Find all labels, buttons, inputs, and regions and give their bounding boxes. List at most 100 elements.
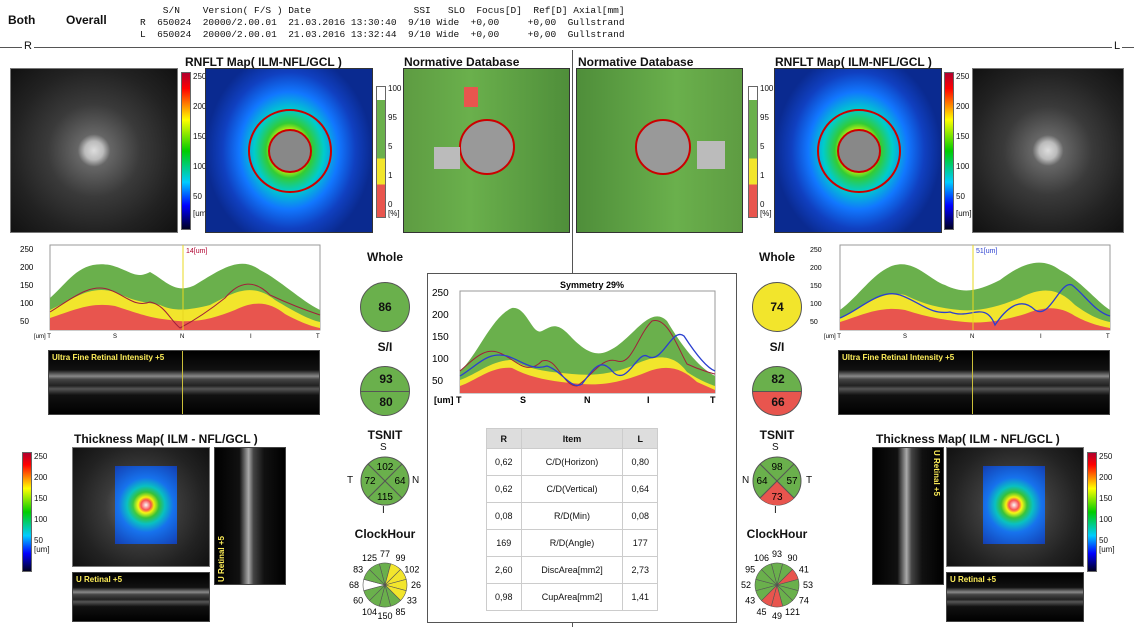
svg-text:T: T <box>710 395 716 405</box>
right-clock-label: ClockHour <box>354 527 416 541</box>
left-si-label: S/I <box>769 340 785 354</box>
right-rnflt-title: RNFLT Map( ILM-NFL/GCL ) <box>185 55 342 69</box>
clock-sector-label: 99 <box>395 553 405 563</box>
right-tsnit-inferior: 115 <box>377 492 393 503</box>
right-thick-map[interactable] <box>72 447 210 567</box>
right-vscan[interactable]: U Retinal +5 <box>214 447 286 585</box>
right-marker: R <box>22 40 34 52</box>
header-columns: S/N Version( F/S ) Date SSI SLO Focus[D]… <box>140 5 625 16</box>
right-fundus-image[interactable] <box>10 68 178 233</box>
svg-text:T: T <box>316 334 320 340</box>
clock-sector-label: 77 <box>380 549 390 559</box>
left-rnflt-colorbar-ticks: 250 200 150 100 50 [um] <box>956 72 972 218</box>
table-row: 2,60 DiscArea[mm2] 2,73 <box>486 556 658 584</box>
right-tsnit-N: N <box>412 475 420 486</box>
svg-text:S: S <box>903 334 907 340</box>
left-vscan[interactable]: U Retinal +5 <box>872 447 944 585</box>
clock-sector-label: 33 <box>407 596 417 606</box>
left-norm-ticks: 100 95 5 1 0 [%] <box>760 84 774 218</box>
clock-sector-label: 60 <box>353 596 363 606</box>
right-rnflt-map[interactable] <box>205 68 373 233</box>
left-si-inferior: 66 <box>771 395 785 409</box>
left-whole-value: 74 <box>770 300 784 314</box>
clock-sector <box>369 563 386 587</box>
right-si-inferior: 80 <box>379 395 393 409</box>
table-row: 0,62 C/D(Horizon) 0,80 <box>486 448 658 476</box>
left-marker: L <box>1112 40 1123 52</box>
left-vscan-label: U Retinal +5 <box>932 450 941 497</box>
table-row: 0,62 C/D(Vertical) 0,64 <box>486 475 658 503</box>
measurement-table: R Item L 0,62 C/D(Horizon) 0,80 0,62 C/D(Vert… <box>486 428 658 611</box>
left-tsnit-circle: 98 64 57 73 <box>752 456 802 506</box>
left-thick-ticks: 250 200 150 100 50 [um] <box>1099 452 1115 554</box>
clock-sector-label: 49 <box>772 611 782 621</box>
clock-sector-label: 125 <box>362 553 377 563</box>
right-vscan-label: U Retinal +5 <box>217 535 226 582</box>
table-header-row: R Item L <box>486 428 658 449</box>
svg-text:50: 50 <box>432 376 444 387</box>
svg-text:N: N <box>180 334 184 340</box>
svg-text:150: 150 <box>432 332 449 343</box>
left-bscan[interactable]: Ultra Fine Retinal Intensity +5 <box>838 350 1110 415</box>
svg-text:200: 200 <box>810 265 822 272</box>
right-tsnit-S: S <box>380 442 387 453</box>
clock-sector-label: 104 <box>362 607 377 617</box>
left-profile-chart: 250 200 150 100 50 51[um] [um] T S N I T <box>810 244 1111 340</box>
svg-text:100: 100 <box>432 354 449 365</box>
clock-sector-label: 83 <box>353 565 363 575</box>
left-fundus-image[interactable] <box>972 68 1124 233</box>
left-thick-map[interactable] <box>946 447 1084 567</box>
svg-text:100: 100 <box>810 301 822 308</box>
header-row-left: L 650024 20000/2.00.01 21.03.2016 13:32:… <box>140 29 625 40</box>
right-hscan-label: U Retinal +5 <box>76 575 123 584</box>
left-rnflt-map[interactable] <box>774 68 942 233</box>
svg-text:I: I <box>250 334 252 340</box>
left-tsnit-N: N <box>742 475 750 486</box>
left-tsnit-inferior: 73 <box>771 492 783 503</box>
right-tsnit-temporal: 72 <box>364 476 376 487</box>
left-bscan-label: Ultra Fine Retinal Intensity +5 <box>842 353 955 362</box>
left-norm-map[interactable] <box>576 68 743 233</box>
left-clock-label: ClockHour <box>746 527 808 541</box>
left-tsnit-temporal: 57 <box>786 476 798 487</box>
left-thick-title: Thickness Map( ILM - NFL/GCL ) <box>876 432 1060 446</box>
clock-sector <box>761 563 778 587</box>
svg-text:S: S <box>520 395 526 405</box>
svg-text:N: N <box>970 334 974 340</box>
clock-sector-label: 41 <box>799 565 809 575</box>
left-hscan-label: U Retinal +5 <box>950 575 997 584</box>
right-thick-colorbar <box>22 452 32 572</box>
right-profile-y-200: 200 <box>20 263 34 272</box>
right-norm-map[interactable] <box>403 68 570 233</box>
right-norm-title: Normative Database <box>404 55 520 69</box>
clock-sector-label: 150 <box>377 611 392 621</box>
clock-sector-label: 52 <box>741 580 751 590</box>
svg-text:I: I <box>1040 334 1042 340</box>
right-si-superior: 93 <box>379 372 393 386</box>
left-profile-marker: 51[um] <box>976 248 997 255</box>
right-tsnit-nasal: 64 <box>394 476 406 487</box>
symmetry-chart: Symmetry 29% 250 200 150 100 50 [um] T S N I T <box>432 280 716 405</box>
left-si-circle: 82 66 <box>752 366 802 416</box>
svg-text:150: 150 <box>810 283 822 290</box>
right-bscan[interactable]: Ultra Fine Retinal Intensity +5 <box>48 350 320 415</box>
clock-sector-label: 85 <box>395 607 405 617</box>
eye-label: Both <box>8 13 36 27</box>
right-thick-title: Thickness Map( ILM - NFL/GCL ) <box>74 432 258 446</box>
right-rnflt-colorbar-ticks: 250 200 150 100 50 [um] <box>193 72 209 218</box>
table-row: 169 R/D(Angle) 177 <box>486 529 658 557</box>
left-si-superior: 82 <box>771 372 785 386</box>
header-divider <box>0 47 1134 48</box>
right-whole-value: 86 <box>378 300 392 314</box>
table-row: 0,98 CupArea[mm2] 1,41 <box>486 583 658 611</box>
right-whole-circle: 86 <box>360 282 410 332</box>
right-norm-ticks: 100 95 5 1 0 [%] <box>388 84 402 218</box>
left-hscan[interactable]: U Retinal +5 <box>946 572 1084 622</box>
right-profile-y-250: 250 <box>20 245 34 254</box>
right-tsnit-superior: 102 <box>377 462 394 473</box>
right-hscan[interactable]: U Retinal +5 <box>72 572 210 622</box>
symmetry-title: Symmetry 29% <box>560 280 624 290</box>
